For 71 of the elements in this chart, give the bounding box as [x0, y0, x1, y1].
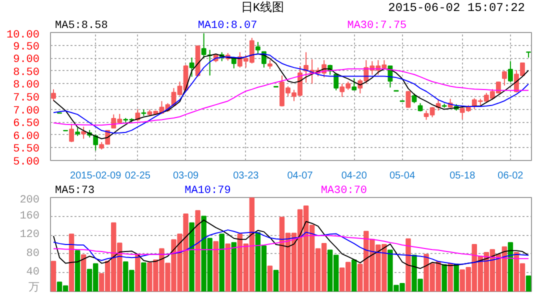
- bar: [454, 264, 459, 292]
- y-tick-label: 9.50: [13, 41, 40, 54]
- y-tick-label: 160: [20, 210, 40, 222]
- line-series: [53, 220, 529, 269]
- bar: [406, 238, 411, 292]
- bar: [80, 254, 86, 292]
- bar: [141, 262, 146, 292]
- y-tick-label: 80: [26, 248, 40, 260]
- bar: [352, 260, 357, 292]
- y-tick-label: 40: [26, 266, 40, 279]
- bar: [448, 263, 453, 292]
- candlestick: [406, 90, 411, 108]
- bar: [135, 254, 140, 292]
- line-series: [53, 229, 529, 265]
- candlestick: [352, 78, 357, 91]
- bar: [225, 244, 230, 292]
- y-tick-label: 8.50: [13, 66, 40, 79]
- bar: [219, 234, 224, 292]
- text: MA30:7.75: [347, 20, 407, 32]
- x-tick-label: 2015-02-09: [70, 170, 122, 182]
- candlestick: [93, 134, 98, 152]
- y-tick-label: 10.00: [6, 30, 40, 42]
- candlestick: [412, 92, 417, 104]
- bar: [442, 264, 447, 292]
- text: MA10:79: [184, 185, 231, 197]
- bar: [526, 275, 532, 292]
- candlestick: [81, 126, 86, 140]
- y-tick-label: 120: [20, 229, 40, 242]
- candlestick: [508, 60, 513, 83]
- chart-title: 日K线图: [240, 1, 284, 15]
- bar: [508, 242, 514, 292]
- candlestick: [255, 41, 260, 55]
- candlestick: [436, 99, 441, 112]
- x-tick-label: 04-07: [287, 170, 314, 182]
- bar: [195, 210, 200, 292]
- bar: [267, 266, 273, 292]
- x-tick-label: 03-09: [172, 170, 200, 182]
- text: MA10:8.07: [198, 20, 258, 32]
- y-tick-label: 8.00: [13, 80, 40, 92]
- candlestick: [189, 57, 194, 78]
- candlestick: [502, 70, 507, 86]
- x-tick-label: 03-23: [233, 170, 260, 182]
- bar: [213, 241, 218, 292]
- y-tick-label: 6.00: [13, 130, 40, 143]
- bar: [189, 222, 194, 292]
- y-tick-label: 6.50: [13, 118, 40, 130]
- y-tick-label: 7.50: [13, 92, 40, 104]
- bar: [231, 242, 236, 292]
- bar: [50, 260, 56, 292]
- y-tick-label: 5.00: [13, 156, 40, 168]
- x-tick-label: 05-18: [450, 170, 476, 182]
- candlestick: [69, 123, 74, 143]
- text: MA5:73: [55, 185, 95, 197]
- x-tick-label: 02-25: [124, 170, 151, 182]
- text: 2015-06-02 15:07:22: [388, 0, 525, 17]
- x-tick-label: 06-02: [498, 170, 524, 182]
- y-tick-label: 9.00: [13, 54, 40, 66]
- candlestick: [135, 108, 140, 122]
- bar: [68, 234, 74, 292]
- text: MA30:70: [320, 185, 368, 197]
- candlestick: [51, 88, 56, 102]
- y-tick-label: 7.00: [13, 105, 40, 118]
- text: MA5:8.58: [55, 20, 108, 32]
- bar: [273, 270, 279, 292]
- line-series: [53, 235, 529, 260]
- y-tick-label: 万: [28, 282, 40, 294]
- y-tick-label: 200: [20, 194, 40, 206]
- x-tick-label: 05-04: [389, 170, 416, 182]
- bar: [74, 250, 80, 292]
- y-tick-label: 5.50: [13, 144, 40, 156]
- x-tick-label: 04-20: [341, 170, 368, 182]
